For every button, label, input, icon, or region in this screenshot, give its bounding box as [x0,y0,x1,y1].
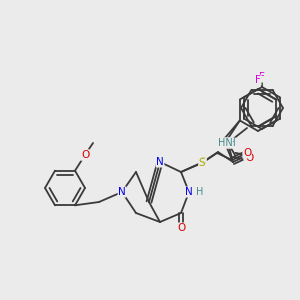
Text: O: O [245,153,253,163]
Text: N: N [118,187,126,197]
Text: O: O [177,223,185,233]
Text: N: N [156,157,164,167]
Text: H: H [196,187,204,197]
Text: S: S [200,157,206,167]
Text: HN: HN [218,138,232,148]
Text: O: O [81,150,89,160]
Text: O: O [243,148,251,158]
Text: NH: NH [220,138,236,148]
Text: O: O [81,150,89,160]
Text: S: S [199,158,205,168]
Text: F: F [255,75,261,85]
Text: F: F [259,72,265,82]
Text: O: O [244,150,252,160]
Text: N: N [185,187,193,197]
